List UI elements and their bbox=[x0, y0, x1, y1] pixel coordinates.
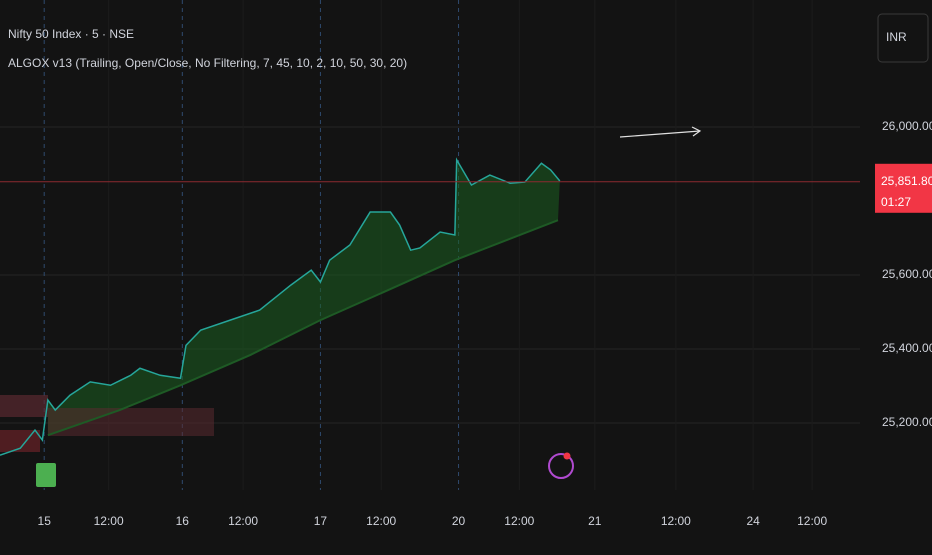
x-tick-label: 12:00 bbox=[797, 514, 827, 528]
currency-button[interactable] bbox=[877, 13, 929, 63]
x-tick-label: 24 bbox=[747, 514, 761, 528]
x-tick-label: 12:00 bbox=[661, 514, 691, 528]
alert-dot bbox=[563, 452, 571, 460]
zone bbox=[48, 408, 214, 436]
y-tick-label: 25,200.00 bbox=[882, 415, 932, 429]
x-tick-label: 12:00 bbox=[228, 514, 258, 528]
x-tick-label: 12:00 bbox=[504, 514, 534, 528]
arrow-head bbox=[691, 126, 702, 137]
x-tick-label: 12:00 bbox=[94, 514, 124, 528]
last-price-box bbox=[875, 163, 932, 213]
trail-fill bbox=[47, 159, 560, 436]
zone bbox=[0, 395, 48, 417]
y-tick-label: 25,600.00 bbox=[882, 267, 932, 281]
y-tick-label: 26,000.00 bbox=[882, 119, 932, 133]
x-tick-label: 12:00 bbox=[366, 514, 396, 528]
last-price: 25,851.80 bbox=[881, 174, 932, 188]
series-line bbox=[47, 219, 559, 437]
x-tick-label: 16 bbox=[176, 514, 190, 528]
countdown: 01:27 bbox=[881, 195, 911, 209]
series-line bbox=[0, 157, 561, 456]
x-tick-label: 15 bbox=[38, 514, 52, 528]
x-tick-label: 21 bbox=[588, 514, 602, 528]
alert-icon[interactable] bbox=[548, 453, 574, 479]
chart-title: Nifty 50 Index · 5 · NSE bbox=[8, 27, 134, 41]
indicator-title: ALGOX v13 (Trailing, Open/Close, No Filt… bbox=[8, 56, 407, 70]
arrow bbox=[619, 130, 701, 138]
currency: INR bbox=[886, 30, 907, 44]
x-tick-label: 17 bbox=[314, 514, 328, 528]
x-tick-label: 20 bbox=[452, 514, 466, 528]
signal-label bbox=[36, 463, 56, 487]
y-tick-label: 25,400.00 bbox=[882, 341, 932, 355]
